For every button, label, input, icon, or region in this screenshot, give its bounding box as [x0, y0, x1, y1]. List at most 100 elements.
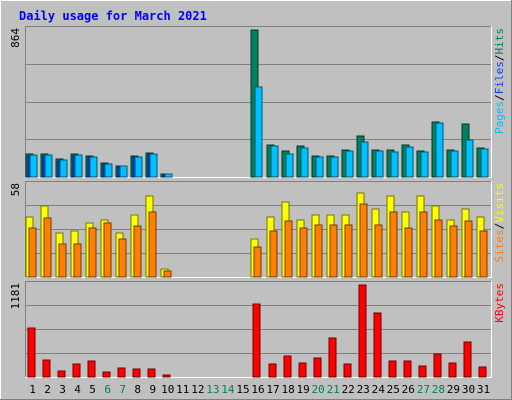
bar-kbytes-day-24 [373, 312, 382, 378]
bar-sites-day-10 [163, 270, 172, 278]
x-axis-labels: 1 2 3 4 5 6 7 8 9 10 11 12 13 14 15 16 17 18 19 20 21 22 23 24 2… [29, 383, 490, 396]
x-label-day-4: 4 [74, 383, 81, 396]
bar-sites-day-20 [314, 224, 323, 278]
bar-sites-day-26 [404, 227, 413, 278]
bar-kbytes-day-3 [57, 370, 66, 378]
bar-pages-day-5 [89, 156, 98, 178]
x-label-day-8: 8 [134, 383, 141, 396]
bar-pages-day-1 [29, 154, 38, 178]
bar-sites-day-16 [253, 246, 262, 278]
x-label-day-24: 24 [372, 383, 386, 396]
x-label-day-15: 15 [236, 383, 249, 396]
bar-pages-day-21 [330, 156, 339, 178]
x-label-day-13: 13 [206, 383, 219, 396]
bar-kbytes-day-19 [298, 362, 307, 378]
bar-pages-day-6 [104, 163, 113, 178]
bar-sites-day-4 [73, 243, 82, 278]
x-label-day-31: 31 [477, 383, 490, 396]
bar-pages-day-25 [390, 151, 399, 178]
bar-kbytes-day-28 [433, 353, 442, 378]
bar-pages-day-18 [285, 153, 294, 178]
bar-kbytes-day-10 [162, 374, 171, 378]
bar-sites-day-1 [28, 227, 37, 278]
x-label-day-30: 30 [462, 383, 475, 396]
bar-sites-day-5 [88, 227, 97, 278]
bar-sites-day-17 [269, 230, 278, 278]
bar-sites-day-6 [103, 222, 112, 278]
bar-pages-day-9 [149, 153, 158, 178]
bar-kbytes-day-26 [403, 360, 412, 378]
bar-kbytes-day-27 [418, 365, 427, 378]
legend-separator: / [493, 55, 506, 62]
x-label-day-28: 28 [432, 383, 445, 396]
legend-kbytes: KBytes [493, 283, 506, 323]
bar-pages-day-26 [405, 146, 414, 178]
bar-pages-day-31 [480, 148, 489, 178]
legend: KBytes [493, 283, 506, 323]
bar-kbytes-day-23 [358, 284, 367, 378]
x-label-day-7: 7 [119, 383, 126, 396]
x-label-day-3: 3 [59, 383, 66, 396]
x-label-day-21: 21 [327, 383, 340, 396]
bar-kbytes-day-25 [388, 360, 397, 378]
panel-visits: 58 Sites/Visits [9, 181, 506, 278]
bar-sites-day-27 [419, 211, 428, 278]
legend-files: Files [493, 61, 506, 94]
bar-sites-day-18 [284, 220, 293, 278]
bar-sites-day-31 [479, 230, 488, 278]
x-label-day-26: 26 [402, 383, 415, 396]
bar-kbytes-day-9 [147, 368, 156, 378]
x-label-day-25: 25 [387, 383, 400, 396]
bar-kbytes-day-20 [313, 357, 322, 378]
bar-pages-day-20 [315, 156, 324, 178]
x-label-day-9: 9 [149, 383, 156, 396]
bar-sites-day-29 [449, 225, 458, 278]
x-label-day-27: 27 [417, 383, 430, 396]
bar-kbytes-day-5 [87, 360, 96, 378]
bar-sites-day-24 [374, 224, 383, 278]
x-label-day-23: 23 [357, 383, 370, 396]
bar-pages-day-2 [44, 154, 53, 178]
x-label-day-20: 20 [311, 383, 324, 396]
x-label-day-12: 12 [191, 383, 204, 396]
x-label-day-11: 11 [176, 383, 189, 396]
x-label-day-17: 17 [266, 383, 279, 396]
x-label-day-5: 5 [89, 383, 96, 396]
bar-pages-day-3 [59, 159, 68, 178]
bar-pages-day-22 [345, 150, 354, 178]
bar-kbytes-day-1 [27, 327, 36, 378]
legend-pages: Pages [493, 101, 506, 134]
legend-sites: Sites [493, 229, 506, 262]
bar-pages-day-8 [134, 156, 143, 178]
bar-sites-day-22 [344, 224, 353, 278]
bar-pages-day-28 [435, 122, 444, 178]
bar-kbytes-day-4 [72, 363, 81, 378]
bar-sites-day-30 [464, 220, 473, 278]
legend: Pages/Files/Hits [493, 28, 506, 134]
x-label-day-10: 10 [161, 383, 174, 396]
bar-kbytes-day-2 [42, 359, 51, 378]
bar-pages-day-19 [300, 147, 309, 178]
bar-pages-day-29 [450, 150, 459, 178]
bar-pages-day-23 [360, 141, 369, 178]
bar-sites-day-9 [148, 211, 157, 278]
bar-pages-day-10 [164, 173, 173, 178]
chart-title: Daily usage for March 2021 [19, 9, 207, 23]
legend-hits: Hits [493, 28, 506, 55]
x-label-day-19: 19 [296, 383, 309, 396]
bar-kbytes-day-30 [463, 341, 472, 378]
bar-pages-day-16 [254, 86, 263, 178]
bar-kbytes-day-16 [252, 303, 261, 378]
bar-kbytes-day-7 [117, 367, 126, 378]
bar-kbytes-day-21 [328, 337, 337, 378]
legend-separator: / [493, 223, 506, 230]
bar-pages-day-7 [119, 165, 128, 178]
x-label-day-2: 2 [44, 383, 51, 396]
bar-sites-day-2 [43, 217, 52, 278]
bar-kbytes-day-6 [102, 371, 111, 378]
x-label-day-14: 14 [221, 383, 235, 396]
bar-sites-day-3 [58, 243, 67, 278]
y-max-label: 58 [9, 183, 22, 196]
